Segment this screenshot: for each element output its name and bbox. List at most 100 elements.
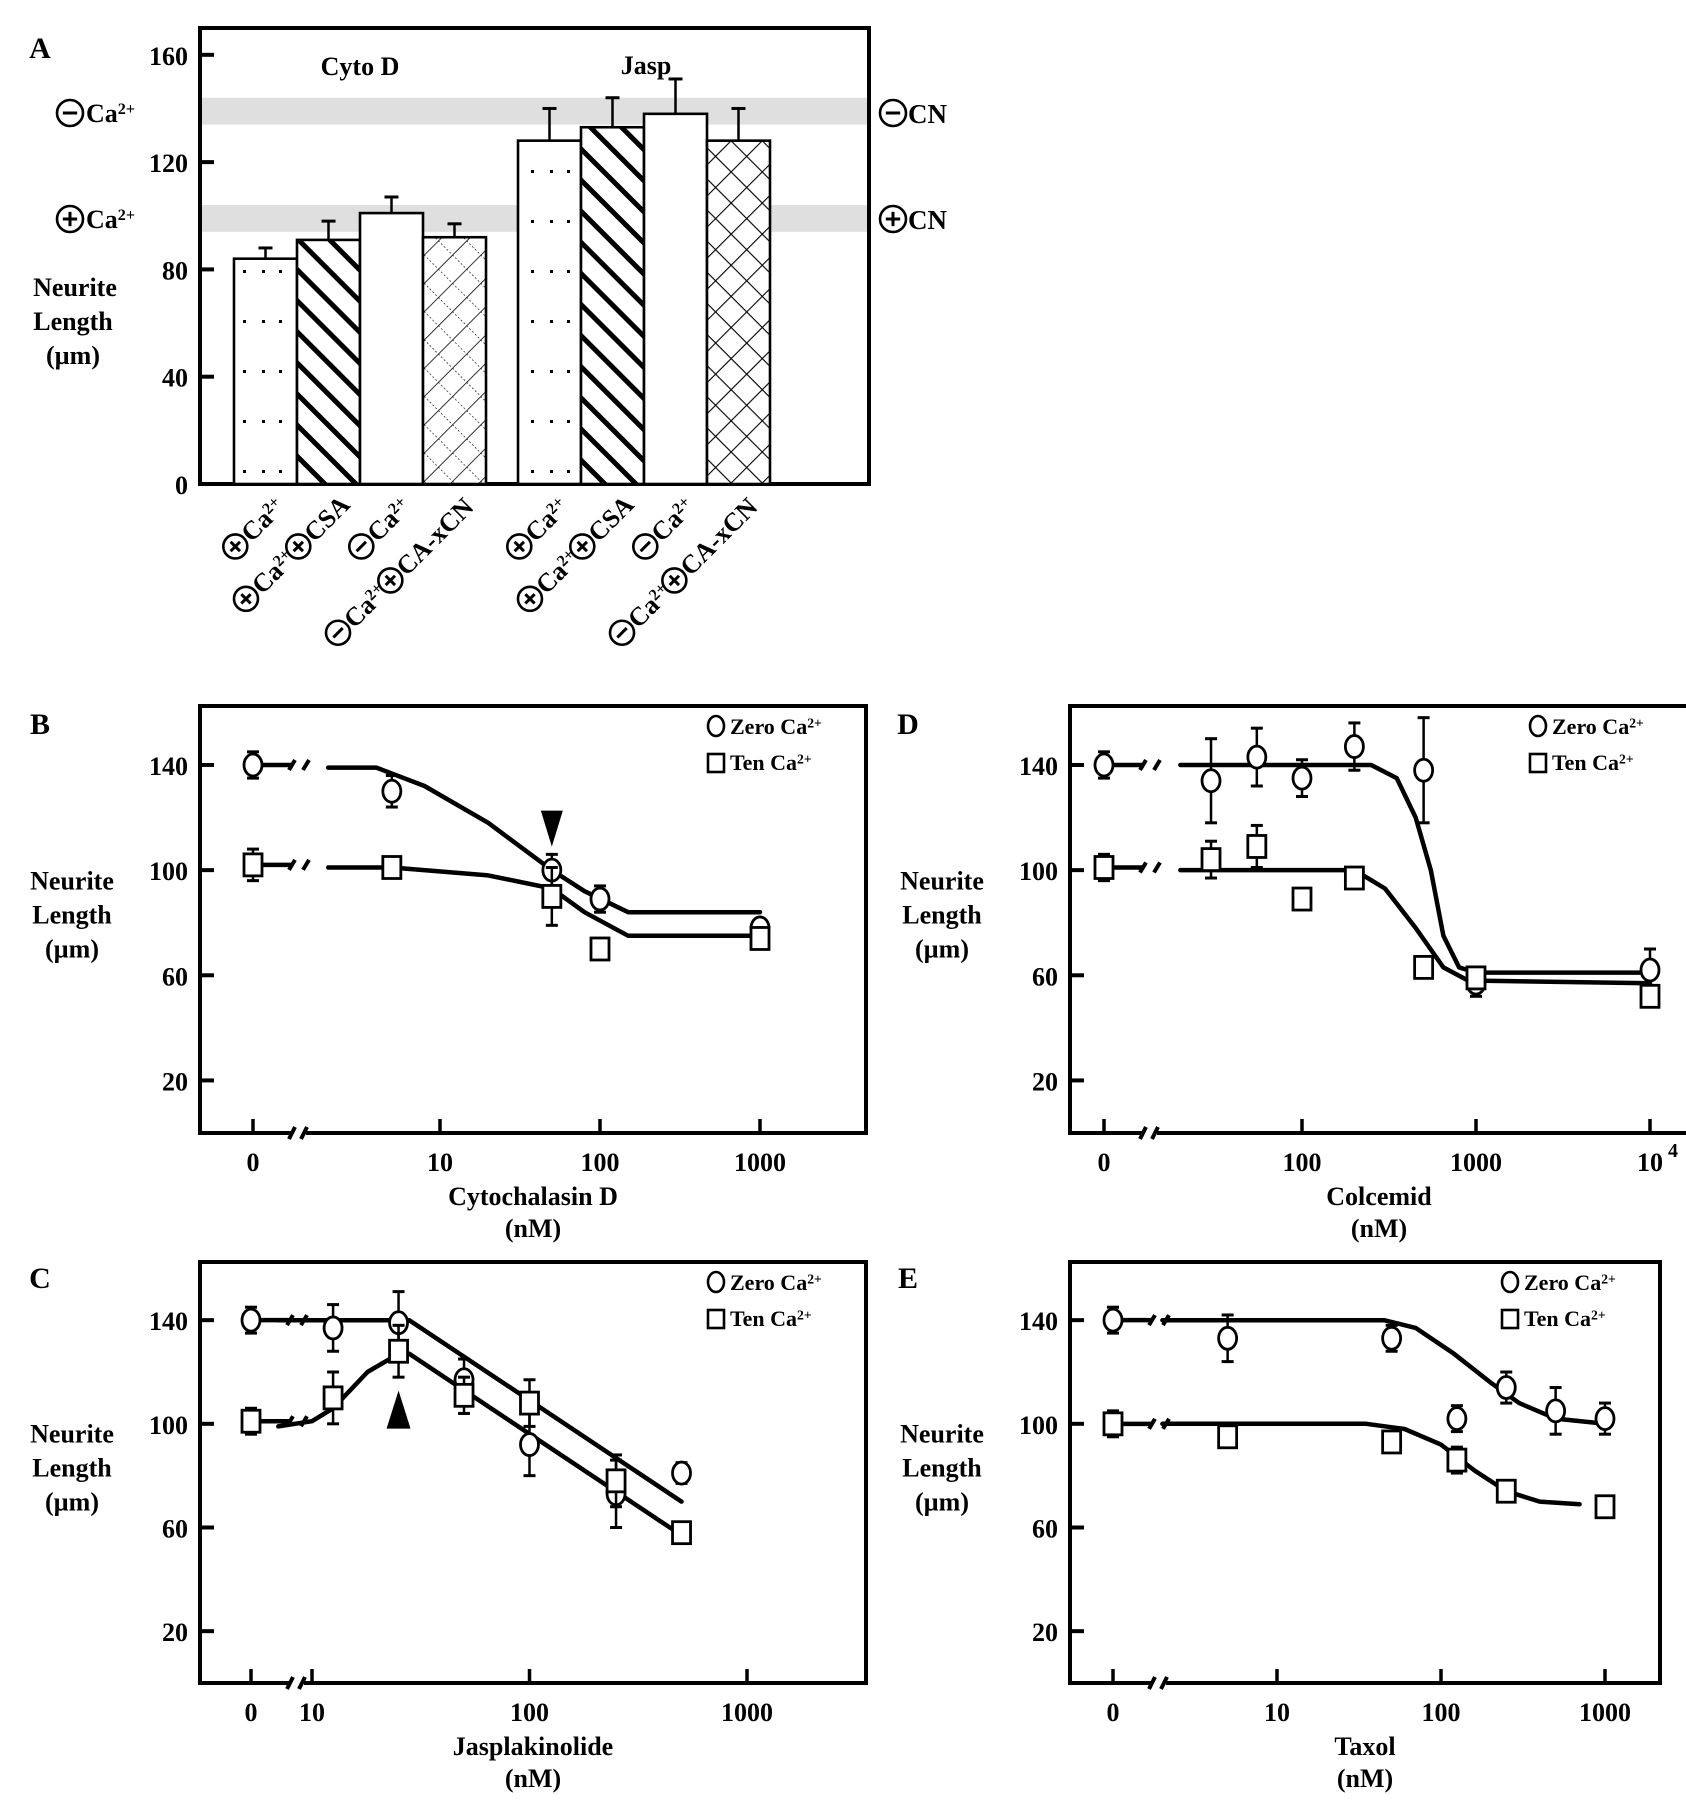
y-tick-label: 20 [162, 1067, 188, 1096]
category-label: Ca2+CSA [232, 490, 356, 613]
y-tick-label: 140 [149, 1307, 188, 1336]
data-point-zero-ca [1594, 1406, 1616, 1432]
y-tick-label: 140 [1019, 752, 1058, 781]
sign-circle [55, 98, 85, 128]
x-tick-label: 100 [510, 1698, 549, 1727]
data-point-ten-ca [381, 855, 403, 880]
sign-bar-v [292, 540, 305, 553]
data-point-zero-ca [381, 778, 403, 804]
y-tick-label: 100 [149, 857, 188, 886]
sign-bar-v [668, 574, 681, 587]
panel-a: A 0 40 80 120 160 Neurite Length (µm) Ca2+ Ca2+ CN C… [29, 26, 947, 647]
x-tick-label: 100 [1283, 1148, 1322, 1177]
fit-curve-ten [276, 1351, 684, 1538]
sign-circle [878, 204, 908, 234]
axis-break-mark [1138, 1126, 1148, 1140]
fit-break-mark [1161, 1417, 1171, 1430]
x-tick-label: 100 [581, 1148, 620, 1177]
x-tick-exponent: 4 [1668, 1140, 1678, 1162]
panel-label-d: D [897, 708, 919, 741]
fit-break-mark [1147, 1314, 1157, 1327]
sign-circle [347, 533, 375, 560]
x-axis-label: Jasplakinolide [453, 1732, 613, 1761]
plus-sign-icon [505, 533, 533, 560]
data-point-zero-ca [240, 1307, 262, 1333]
group-label-jasp: Jasp [621, 51, 672, 80]
y-tick-label: 60 [162, 1514, 188, 1543]
y-tick-label: 160 [149, 42, 188, 71]
legend-label-zero: Zero Ca2+ [730, 714, 822, 739]
y-tick-label: 20 [162, 1618, 188, 1647]
arrowhead-up-icon [386, 1390, 411, 1429]
legend-label-zero: Zero Ca2+ [1552, 714, 1644, 739]
sign-circle [221, 533, 249, 560]
sign-circle [631, 533, 659, 560]
axis-break-mark [285, 1676, 295, 1690]
data-point-ten-ca [1343, 865, 1365, 891]
sign-bar [355, 540, 368, 553]
plus-sign-icon [568, 533, 596, 560]
bar [232, 257, 299, 486]
sign-circle [516, 585, 544, 613]
data-point-zero-ca [1093, 752, 1115, 778]
sign-circle [568, 533, 596, 560]
panel-label-e: E [898, 1262, 918, 1295]
data-point-ten-ca [1381, 1429, 1403, 1455]
x-tick-label: 10 [1264, 1698, 1290, 1727]
x-axis-label: Cytochalasin D [448, 1182, 618, 1211]
data-point-zero-ca [1217, 1325, 1239, 1351]
y-tick-label: 0 [175, 471, 188, 500]
sign-bar-v [240, 593, 252, 605]
panel-c: C 20 60 100 140 Neurite Length (µm) 0 10 100 1000 Ja… [29, 1260, 868, 1793]
bar [295, 238, 362, 486]
data-point-ten-ca [240, 1408, 262, 1434]
panel-label-c: C [29, 1262, 51, 1295]
y-axis-label: Length [902, 901, 982, 930]
y-tick-label: 20 [1032, 1067, 1058, 1096]
fit-break-mark [1152, 758, 1162, 772]
sign-bar-v [524, 593, 536, 605]
minus-sign-icon [631, 533, 659, 560]
axis-break-mark [1150, 1126, 1160, 1140]
y-tick-label: 40 [162, 364, 188, 393]
data-point-ten-ca [453, 1382, 475, 1408]
sign-bar-v [229, 540, 242, 553]
data-point-ten-ca [749, 926, 771, 951]
sign-bar-v [576, 540, 589, 553]
sign-bar-v [513, 540, 526, 553]
x-tick-label: 1000 [734, 1148, 786, 1177]
axis-break-mark [287, 1126, 297, 1140]
data-point-ten-ca [541, 884, 563, 909]
legend-square-marker [1500, 1308, 1520, 1330]
data-point-zero-ca [1246, 744, 1268, 770]
y-tick-label: 100 [1019, 857, 1058, 886]
band-label-minus-cn: CN [908, 99, 947, 129]
x-tick-label: 10 [427, 1148, 453, 1177]
y-tick-label: 60 [1032, 962, 1058, 991]
x-tick-label: 1000 [721, 1698, 773, 1727]
panel-e: E 20 60 100 140 Neurite Length (µm) 0 10 100 1000 Ta… [898, 1260, 1662, 1793]
plus-sign-icon [377, 567, 404, 594]
legend-label-zero: Zero Ca2+ [730, 1270, 822, 1295]
legend-square-marker [706, 1308, 726, 1330]
bar [421, 235, 488, 486]
fit-break-mark [285, 1314, 295, 1327]
fit-break-mark [1152, 861, 1162, 874]
y-axis-label: Length [33, 307, 113, 336]
plus-sign-icon [878, 204, 908, 234]
data-point-ten-ca [242, 852, 264, 878]
data-point-zero-ca [1291, 765, 1313, 791]
data-point-ten-ca [589, 936, 611, 962]
plus-sign-icon [55, 204, 85, 234]
data-point-ten-ca [1200, 847, 1222, 873]
fit-break-mark [1161, 1314, 1171, 1327]
legend-square-marker [706, 752, 726, 774]
x-tick-label: 1000 [1579, 1698, 1631, 1727]
data-point-ten-ca [1495, 1478, 1517, 1504]
data-point-ten-ca [1639, 983, 1661, 1009]
data-point-zero-ca [589, 886, 611, 912]
fit-break-mark [1138, 758, 1148, 772]
band-label-plus-ca: Ca2+ [86, 205, 135, 234]
x-tick-label: 10 [1637, 1148, 1663, 1177]
